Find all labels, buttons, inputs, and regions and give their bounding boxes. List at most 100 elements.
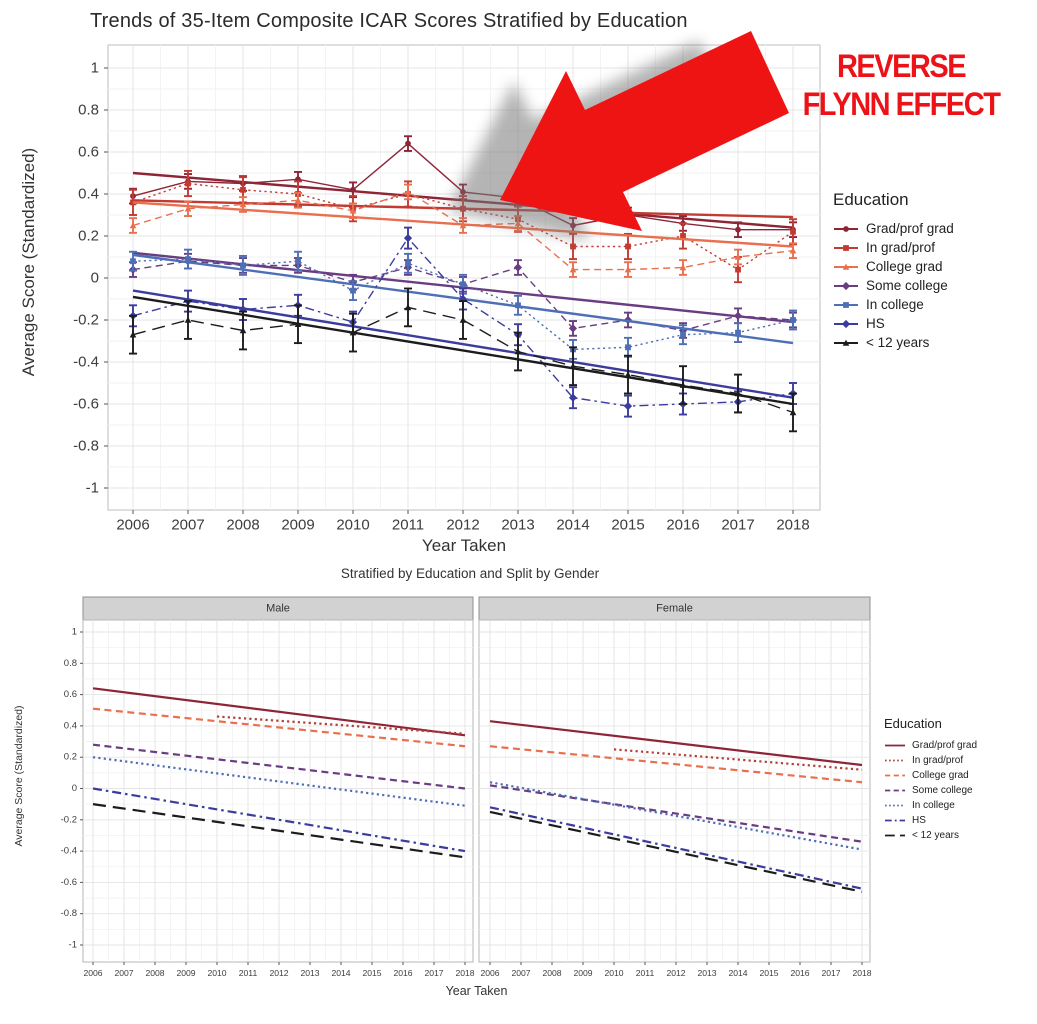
svg-text:2008: 2008 xyxy=(145,968,164,978)
trend-some-college-female xyxy=(489,784,863,843)
legend-item-in-grad-prof: In grad/prof xyxy=(833,238,954,257)
annotation-line1: REVERSE xyxy=(836,49,967,85)
svg-text:2009: 2009 xyxy=(281,517,314,534)
legend-item-grad-prof-grad: Grad/prof grad xyxy=(833,219,954,238)
bottom-legend-title: Education xyxy=(884,716,942,731)
legend-item-college-grad: College grad xyxy=(884,768,977,783)
legend-item-12-years: < 12 years xyxy=(833,333,954,352)
svg-text:0: 0 xyxy=(72,783,77,794)
svg-text:-0.2: -0.2 xyxy=(73,312,99,329)
legend-key-12-years xyxy=(885,834,905,837)
legend-key-grad-prof-grad xyxy=(834,225,858,232)
svg-text:2015: 2015 xyxy=(611,517,644,534)
legend-label: Some college xyxy=(866,278,948,293)
legend-key-in-grad-prof xyxy=(834,244,858,251)
svg-text:2018: 2018 xyxy=(455,968,474,978)
svg-text:2016: 2016 xyxy=(666,517,699,534)
legend-label: College grad xyxy=(866,259,943,274)
svg-text:2011: 2011 xyxy=(392,517,424,534)
legend-key-12-years xyxy=(834,339,858,346)
svg-text:2017: 2017 xyxy=(721,517,754,534)
svg-text:-0.6: -0.6 xyxy=(73,396,99,413)
svg-text:0.4: 0.4 xyxy=(64,720,77,731)
reverse-flynn-annotation: REVERSE FLYNN EFFECT xyxy=(792,48,1010,125)
legend-label: HS xyxy=(912,815,926,826)
bottom-y-axis-label: Average Score (Standardized) xyxy=(13,705,25,847)
svg-text:2007: 2007 xyxy=(114,968,133,978)
svg-text:2007: 2007 xyxy=(511,968,530,978)
svg-text:0.2: 0.2 xyxy=(78,228,99,245)
svg-text:2006: 2006 xyxy=(116,517,149,534)
bottom-legend-items: Grad/prof grad In grad/prof College grad So… xyxy=(884,738,977,843)
svg-text:0.8: 0.8 xyxy=(78,102,99,119)
svg-text:2010: 2010 xyxy=(336,517,369,534)
legend-key-college-grad xyxy=(885,774,905,777)
legend-label: In grad/prof xyxy=(912,755,964,766)
top-axes: 1 0.8 0.6 0.4 0.2 0 -0.2 -0.4 -0.6 -0.8 -1 2006 2007… xyxy=(73,60,810,534)
svg-text:2009: 2009 xyxy=(573,968,592,978)
svg-text:2014: 2014 xyxy=(331,968,350,978)
trend-12-years-male xyxy=(92,803,466,859)
legend-item-hs: HS xyxy=(884,813,977,828)
reverse-flynn-arrow xyxy=(448,31,789,241)
bottom-chart: Male 2006 2007 2008 2009 2010 2011 2012 2013 2014… xyxy=(61,596,872,978)
svg-text:2011: 2011 xyxy=(239,968,258,978)
svg-text:2008: 2008 xyxy=(542,968,561,978)
legend-key-in-college xyxy=(834,301,858,308)
svg-text:0.4: 0.4 xyxy=(78,186,99,203)
facet-panel-male: Male 2006 2007 2008 2009 2010 2011 2012 2013 2014… xyxy=(61,596,475,978)
legend-label: College grad xyxy=(912,770,969,781)
legend-label: Some college xyxy=(912,785,973,796)
top-legend-items: Grad/prof grad In grad/prof College grad So… xyxy=(833,219,954,352)
svg-text:0.6: 0.6 xyxy=(64,689,77,700)
legend-key-grad-prof-grad xyxy=(885,744,905,747)
trend-grad-prof-grad-female xyxy=(489,720,863,767)
svg-text:2017: 2017 xyxy=(821,968,840,978)
svg-text:2012: 2012 xyxy=(666,968,685,978)
svg-text:0.8: 0.8 xyxy=(64,658,77,669)
legend-item-12-years: < 12 years xyxy=(884,828,977,843)
legend-key-some-college xyxy=(885,789,905,792)
legend-key-college-grad xyxy=(834,263,858,270)
bottom-chart-title: Stratified by Education and Split by Gen… xyxy=(340,566,600,581)
legend-item-in-college: In college xyxy=(884,798,977,813)
svg-text:-0.4: -0.4 xyxy=(73,354,99,371)
trend-hs-female xyxy=(489,806,863,890)
trend-in-grad-prof-female xyxy=(613,748,863,771)
svg-text:0: 0 xyxy=(91,270,99,287)
svg-text:2018: 2018 xyxy=(776,517,809,534)
svg-text:-0.8: -0.8 xyxy=(61,908,77,919)
svg-text:2013: 2013 xyxy=(300,968,319,978)
bottom-legend: Education Grad/prof grad In grad/prof Coll… xyxy=(884,716,977,843)
svg-text:2015: 2015 xyxy=(362,968,381,978)
svg-text:2015: 2015 xyxy=(759,968,778,978)
svg-text:2006: 2006 xyxy=(480,968,499,978)
svg-text:-0.8: -0.8 xyxy=(73,438,99,455)
svg-text:2014: 2014 xyxy=(556,517,589,534)
facet-plot-area xyxy=(478,619,871,963)
facet-plot-area xyxy=(82,619,474,963)
legend-item-grad-prof-grad: Grad/prof grad xyxy=(884,738,977,753)
legend-label: In college xyxy=(912,800,955,811)
svg-text:2014: 2014 xyxy=(728,968,747,978)
legend-item-hs: HS xyxy=(833,314,954,333)
legend-key-hs xyxy=(834,319,858,328)
legend-label: Grad/prof grad xyxy=(912,740,978,751)
legend-item-in-college: In college xyxy=(833,295,954,314)
annotation-line2: FLYNN EFFECT xyxy=(802,87,1001,124)
svg-text:0.6: 0.6 xyxy=(78,144,99,161)
svg-text:Female: Female xyxy=(656,603,693,615)
trend-some-college-male xyxy=(92,743,466,790)
svg-text:0.2: 0.2 xyxy=(64,752,77,763)
svg-text:Male: Male xyxy=(266,603,290,615)
legend-item-some-college: Some college xyxy=(884,783,977,798)
legend-item-in-grad-prof: In grad/prof xyxy=(884,753,977,768)
legend-item-some-college: Some college xyxy=(833,276,954,295)
top-legend: Education Grad/prof grad In grad/prof Coll… xyxy=(833,190,954,352)
trend-12-years-female xyxy=(489,810,863,893)
svg-text:2013: 2013 xyxy=(501,517,534,534)
legend-label: In college xyxy=(866,297,924,312)
legend-key-some-college xyxy=(834,281,858,290)
top-chart-title: Trends of 35-Item Composite ICAR Scores … xyxy=(90,10,688,32)
